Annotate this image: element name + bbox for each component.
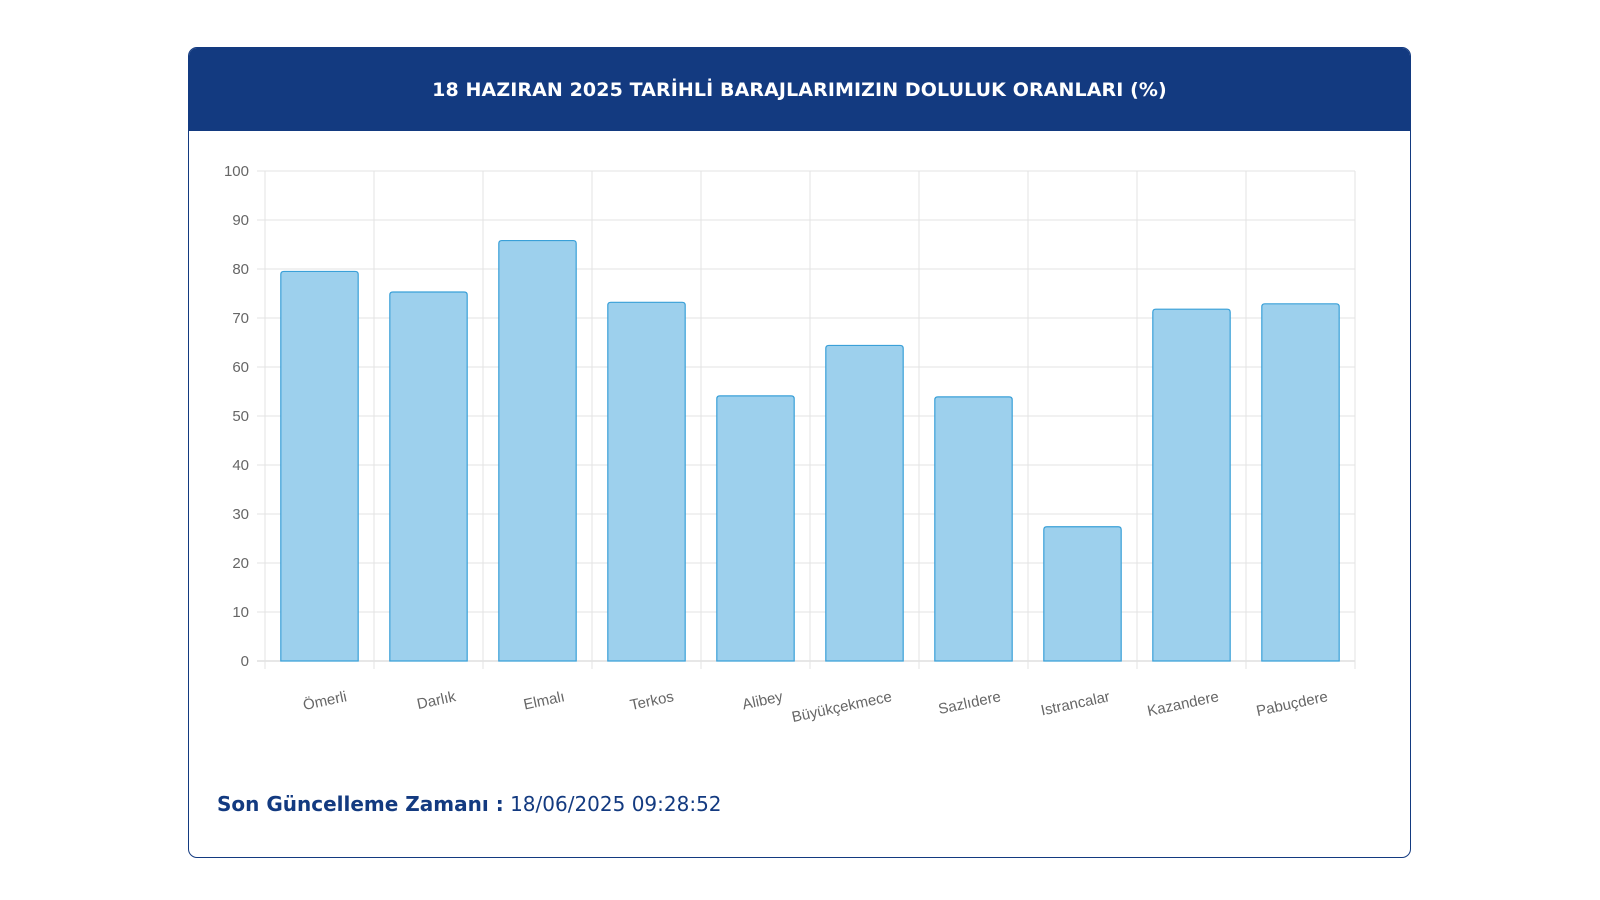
x-tick-label: Alibey: [741, 688, 785, 713]
y-tick-label: 20: [232, 555, 249, 572]
y-tick-label: 40: [232, 457, 249, 474]
bar-chart: 0 10 20 30 40 50 60 70 80 90 100 Ömerli Darlık Elmalı…: [189, 131, 1410, 771]
bar-darlık: [389, 291, 468, 662]
bar-elmalı: [498, 239, 577, 662]
x-tick-label: Pabuçdere: [1255, 688, 1330, 720]
x-tick-label: Elmalı: [522, 688, 566, 713]
bar-terkos: [607, 301, 686, 662]
y-tick-label: 70: [232, 310, 249, 327]
x-tick-label: Terkos: [629, 688, 676, 714]
bar-büyükçekmece: [825, 344, 904, 662]
bar-pabuçdere: [1261, 303, 1340, 662]
y-tick-label: 60: [232, 359, 249, 376]
bar-kazandere: [1152, 308, 1231, 662]
y-tick-label: 80: [232, 261, 249, 278]
y-tick-label: 30: [232, 506, 249, 523]
bar-istrancalar: [1043, 526, 1122, 662]
x-tick-label: Büyükçekmece: [790, 688, 893, 726]
chart-svg: 0 10 20 30 40 50 60 70 80 90 100 Ömerli Darlık Elmalı…: [224, 163, 1356, 726]
last-update-timestamp: 18/06/2025 09:28:52: [510, 792, 722, 816]
x-tick-label: Ömerli: [301, 687, 348, 714]
bar-ömerli: [280, 270, 359, 662]
dam-occupancy-card: 18 HAZIRAN 2025 TARİHLİ BARAJLARIMIZIN D…: [188, 47, 1411, 858]
y-tick-label: 0: [241, 653, 249, 670]
y-tick-label: 90: [232, 212, 249, 229]
x-tick-label: Kazandere: [1146, 688, 1221, 720]
last-update: Son Güncelleme Zamanı : 18/06/2025 09:28…: [217, 792, 722, 816]
y-tick-label: 100: [224, 163, 249, 180]
y-tick-label: 50: [232, 408, 249, 425]
x-tick-label: Darlık: [415, 688, 457, 713]
card-title: 18 HAZIRAN 2025 TARİHLİ BARAJLARIMIZIN D…: [189, 48, 1410, 131]
bar-sazlıdere: [934, 396, 1013, 662]
last-update-label: Son Güncelleme Zamanı :: [217, 792, 504, 816]
x-tick-label: Sazlıdere: [937, 688, 1003, 718]
x-tick-label: Istrancalar: [1039, 688, 1111, 719]
bar-alibey: [716, 395, 795, 662]
y-tick-label: 10: [232, 604, 249, 621]
